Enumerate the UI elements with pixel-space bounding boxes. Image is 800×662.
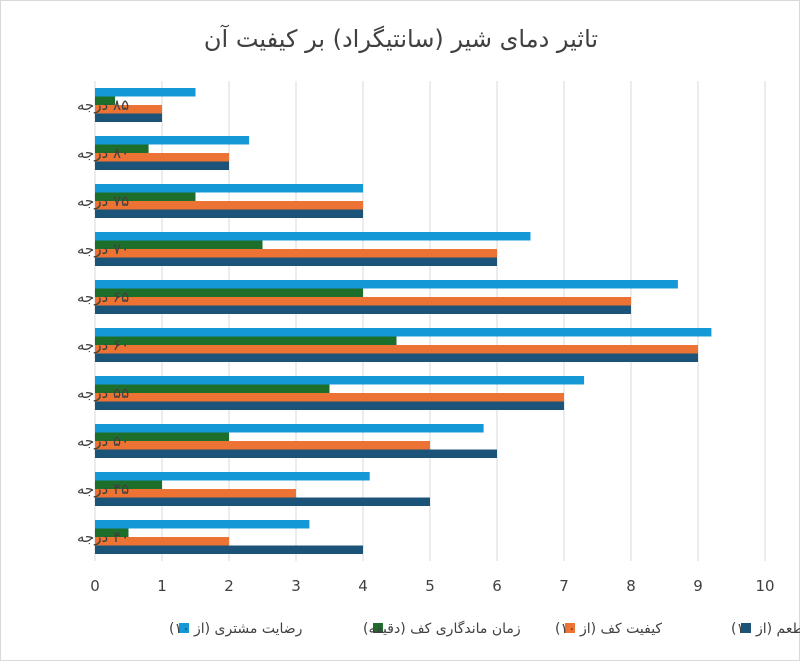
bar-s1-c6 (95, 384, 330, 393)
category-label-0: ۸۵ درجه (77, 96, 129, 114)
bar-s1-c3 (95, 240, 263, 249)
x-tick-label-3: 3 (291, 577, 301, 595)
category-label-2: ۷۵ درجه (77, 192, 129, 210)
bar-s3-c1 (95, 161, 229, 170)
legend-swatch-0 (179, 623, 189, 633)
legend-label-3: کیفیت طعم (از ۱۰) (731, 621, 800, 637)
bar-s2-c1 (95, 153, 229, 162)
bar-s2-c9 (95, 537, 229, 546)
bar-s3-c9 (95, 545, 363, 554)
x-tick-label-8: 8 (626, 577, 636, 595)
x-tick-label-0: 0 (90, 577, 100, 595)
bar-s3-c6 (95, 401, 564, 410)
bar-s0-c2 (95, 184, 363, 193)
bar-s1-c2 (95, 192, 196, 201)
bar-s0-c7 (95, 424, 484, 433)
x-tick-label-9: 9 (693, 577, 703, 595)
legend: کیفیت طعم (از ۱۰) کیفیت کف (از ۱۰) زمان ما… (169, 620, 800, 637)
category-label-7: ۵۰ درجه (77, 432, 129, 450)
bars-layer (95, 88, 712, 554)
category-label-3: ۷۰ درجه (77, 240, 129, 258)
legend-label-1: زمان ماندگاری کف (دقیقه) (363, 620, 521, 637)
bar-s1-c8 (95, 480, 162, 489)
category-label-9: ۴۰ درجه (77, 528, 129, 546)
x-tick-label-7: 7 (559, 577, 569, 595)
bar-s3-c0 (95, 113, 162, 122)
bar-s2-c0 (95, 105, 162, 114)
bar-s3-c5 (95, 353, 698, 362)
legend-swatch-3 (741, 623, 751, 633)
bar-s1-c7 (95, 432, 229, 441)
bar-s2-c5 (95, 345, 698, 354)
x-tick-label-1: 1 (157, 577, 167, 595)
bar-s0-c6 (95, 376, 585, 385)
bar-s3-c3 (95, 257, 497, 266)
bar-s1-c0 (95, 96, 116, 105)
bar-s0-c4 (95, 280, 678, 289)
bar-s3-c4 (95, 305, 631, 314)
bar-s0-c0 (95, 88, 196, 97)
category-label-8: ۴۵ درجه (77, 480, 129, 498)
bar-s1-c4 (95, 288, 363, 297)
bar-s1-c9 (95, 528, 129, 537)
x-axis-ticks: 0 1 2 3 4 5 6 7 8 9 10 (90, 577, 774, 595)
x-tick-label-10: 10 (755, 577, 774, 595)
bar-s0-c9 (95, 520, 310, 529)
chart-title: تاثیر دمای شیر (سانتیگراد) بر کیفیت آن (204, 24, 598, 53)
legend-swatch-1 (373, 623, 383, 633)
bar-s3-c2 (95, 209, 363, 218)
bar-s0-c5 (95, 328, 712, 337)
bar-s0-c8 (95, 472, 370, 481)
legend-label-2: کیفیت کف (از ۱۰) (555, 621, 662, 637)
category-label-1: ۸۰ درجه (77, 144, 129, 162)
bar-s2-c7 (95, 441, 430, 450)
x-tick-label-6: 6 (492, 577, 502, 595)
bar-s2-c4 (95, 297, 631, 306)
bar-s2-c8 (95, 489, 296, 498)
legend-label-0: رضایت مشتری (از ۱۰) (169, 621, 302, 637)
category-label-4: ۶۵ درجه (77, 288, 129, 306)
category-label-5: ۶۰ درجه (77, 336, 129, 354)
bar-s3-c8 (95, 497, 430, 506)
y-axis-categories: ۸۵ درجه ۸۰ درجه ۷۵ درجه ۷۰ درجه ۶۵ درجه ۶۰ در… (77, 96, 129, 546)
bar-s0-c1 (95, 136, 250, 145)
x-tick-label-4: 4 (358, 577, 368, 595)
bar-s0-c3 (95, 232, 531, 241)
legend-swatch-2 (565, 623, 575, 633)
bar-s2-c3 (95, 249, 497, 258)
x-tick-label-5: 5 (425, 577, 435, 595)
bar-s2-c2 (95, 201, 363, 210)
category-label-6: ۵۵ درجه (77, 384, 129, 402)
bar-s3-c7 (95, 449, 497, 458)
bar-s1-c5 (95, 336, 397, 345)
x-tick-label-2: 2 (224, 577, 234, 595)
bar-s1-c1 (95, 144, 149, 153)
bar-s2-c6 (95, 393, 564, 402)
